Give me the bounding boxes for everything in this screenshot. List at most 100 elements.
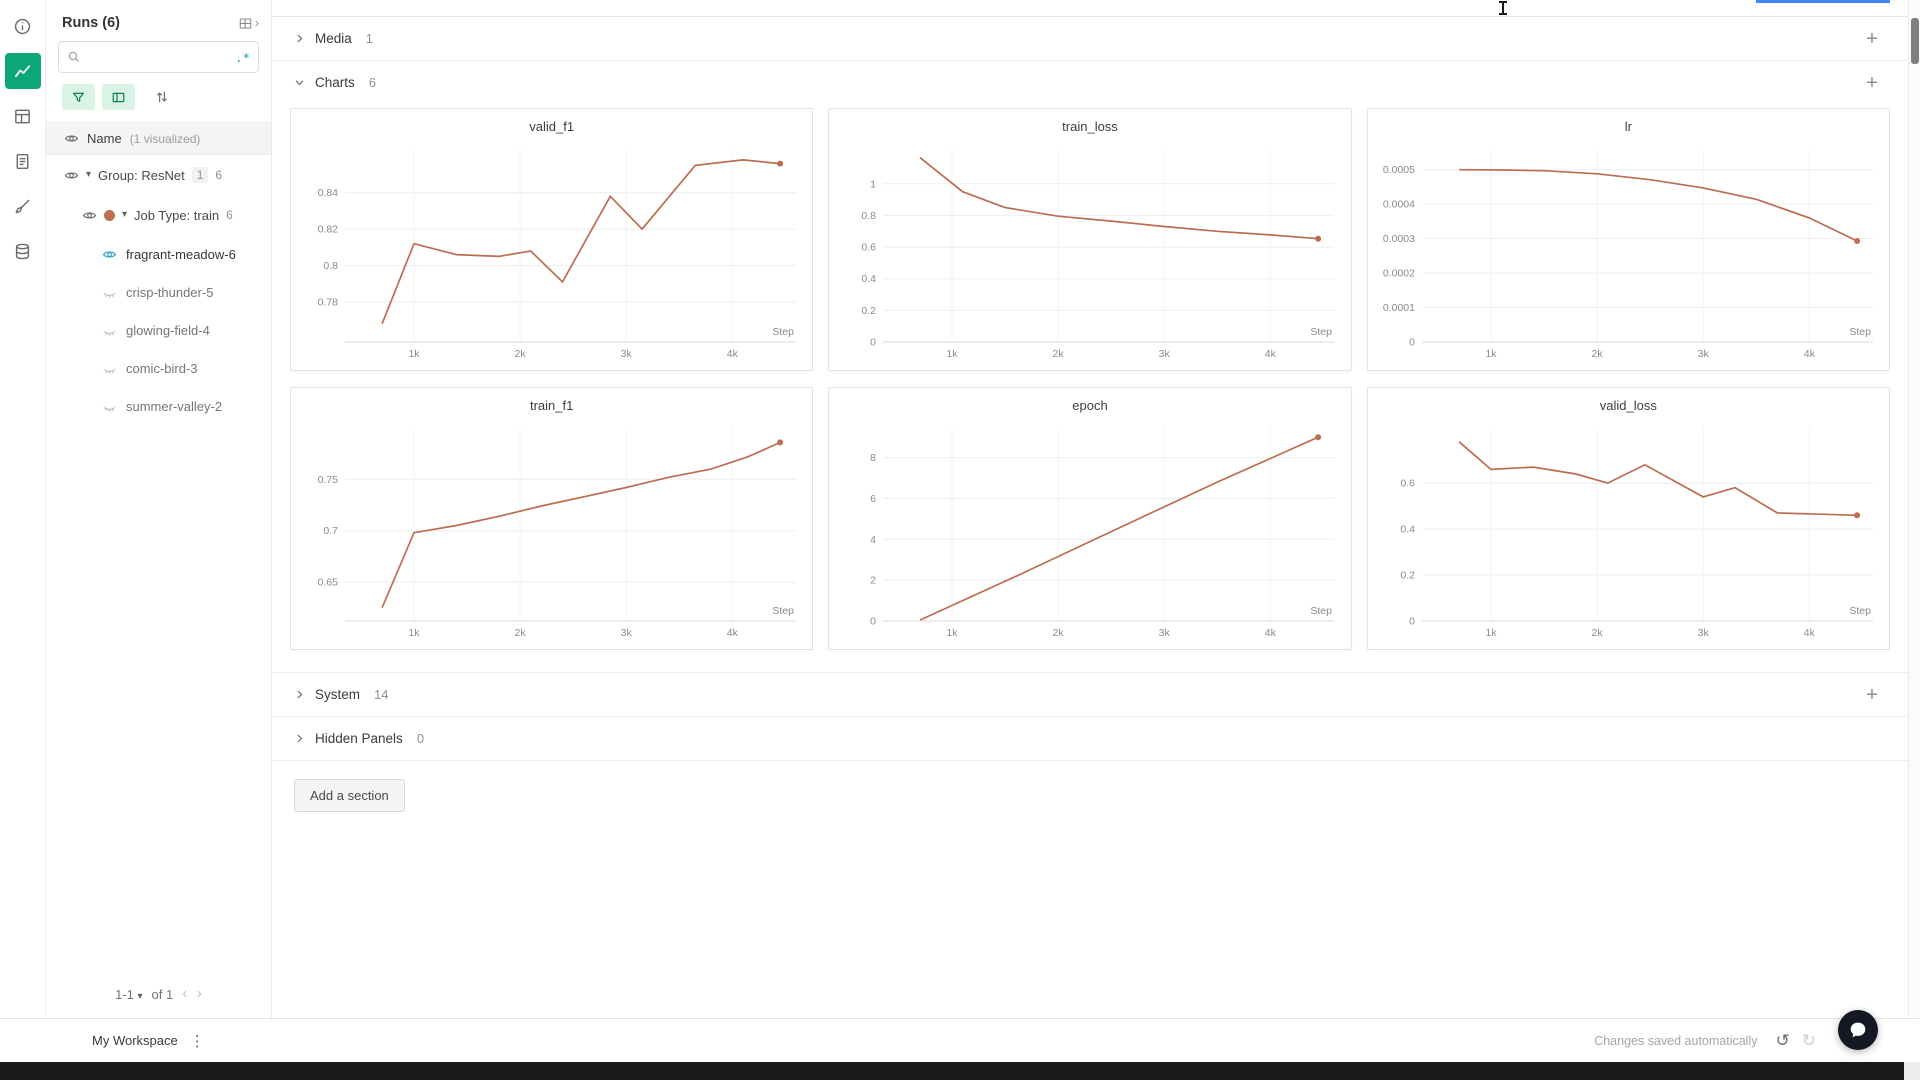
run-row[interactable]: comic-bird-3 [46, 349, 271, 387]
visualized-note: (1 visualized) [129, 131, 201, 146]
chat-widget-button[interactable] [1838, 1010, 1878, 1050]
workspace-title[interactable]: My Workspace [92, 1033, 178, 1048]
overview-icon[interactable] [5, 8, 41, 44]
tables-icon[interactable] [5, 98, 41, 134]
reports-icon[interactable] [5, 143, 41, 179]
run-row[interactable]: glowing-field-4 [46, 311, 271, 349]
chevron-down-icon[interactable]: ▾ [122, 209, 128, 220]
section-count: 6 [368, 75, 376, 90]
chart-panel-epoch[interactable]: epoch 1k 2k 3k 4k 0 2 4 6 8 Step [828, 387, 1352, 650]
svg-text:4k: 4k [1803, 627, 1815, 639]
chevron-down-icon[interactable]: ▾ [86, 169, 92, 180]
run-row[interactable]: fragrant-meadow-6 [46, 235, 271, 273]
section-header-system[interactable]: System 14 + [272, 673, 1908, 716]
chart-panel-lr[interactable]: lr 1k 2k 3k 4k 0 0.0001 0.0002 0.0003 0.0004 0.000… [1366, 108, 1890, 371]
chat-bubble-icon [1850, 1022, 1866, 1038]
run-search-input[interactable] [87, 50, 229, 64]
prev-page-button[interactable]: ‹ [182, 985, 188, 1002]
run-name: comic-bird-3 [126, 360, 198, 376]
top-strip [272, 0, 1908, 17]
run-list-controls [62, 84, 259, 110]
chart-panel-valid_loss[interactable]: valid_loss 1k 2k 3k 4k 0 0.2 0.4 0.6 Step [1366, 387, 1890, 650]
section-header-media[interactable]: Media 1 + [272, 17, 1908, 60]
eye-off-icon[interactable] [102, 323, 117, 338]
regex-toggle[interactable]: .* [234, 49, 250, 65]
svg-text:0: 0 [870, 616, 876, 628]
eye-icon[interactable] [82, 208, 97, 223]
svg-text:Step: Step [772, 326, 794, 338]
svg-text:0.75: 0.75 [318, 474, 339, 486]
section-header-hidden-panels[interactable]: Hidden Panels 0 [272, 717, 1908, 760]
svg-text:Step: Step [1311, 605, 1333, 617]
chart-plot: 1k 2k 3k 4k 0 0.0001 0.0002 0.0003 0.0004 0.0005 S… [1368, 143, 1889, 370]
add-panel-button[interactable]: + [1858, 685, 1886, 705]
panels-area: Media 1 + Charts 6 + valid_f1 1k 2k 3k 4k 0.7… [272, 17, 1908, 1018]
svg-text:1k: 1k [1485, 348, 1497, 360]
svg-text:Step: Step [1849, 605, 1871, 617]
group-row[interactable]: ▾ Group: ResNet 1 6 [46, 155, 271, 195]
svg-text:0.7: 0.7 [323, 525, 338, 537]
svg-text:4k: 4k [727, 348, 739, 360]
run-list: fragrant-meadow-6 crisp-thunder-5 glowing-… [46, 235, 271, 425]
scrollbar-thumb[interactable] [1911, 18, 1919, 64]
chart-plot: 1k 2k 3k 4k 0 0.2 0.4 0.6 Step [1368, 422, 1889, 649]
svg-text:2k: 2k [1053, 348, 1065, 360]
chart-plot: 1k 2k 3k 4k 0.65 0.7 0.75 Step [291, 422, 812, 649]
svg-text:0.4: 0.4 [862, 273, 877, 285]
eye-off-icon[interactable] [102, 285, 117, 300]
chart-title: epoch [1072, 398, 1108, 413]
add-section-button[interactable]: Add a section [294, 779, 405, 812]
autosave-status: Changes saved automatically [1594, 1033, 1758, 1048]
jobtype-row[interactable]: ▾ Job Type: train 6 [46, 195, 271, 235]
workspace-charts-icon[interactable] [4, 53, 41, 89]
undo-button[interactable]: ↺ [1775, 1031, 1790, 1050]
chevron-down-icon [295, 80, 304, 86]
runs-table-expand-button[interactable]: › [238, 16, 259, 31]
filter-runs-button[interactable] [62, 84, 95, 110]
chevron-right-icon: › [255, 16, 259, 30]
chart-panel-train_f1[interactable]: train_f1 1k 2k 3k 4k 0.65 0.7 0.75 Step [290, 387, 814, 650]
run-search[interactable]: .* [58, 41, 259, 73]
svg-text:0: 0 [870, 337, 876, 349]
chevron-right-icon [297, 734, 303, 743]
chart-panel-valid_f1[interactable]: valid_f1 1k 2k 3k 4k 0.78 0.8 0.82 0.84 Step [290, 108, 814, 371]
eye-off-icon[interactable] [102, 399, 117, 414]
sweeps-icon[interactable] [5, 188, 41, 224]
run-list-header[interactable]: Name (1 visualized) [46, 122, 271, 155]
svg-text:Step: Step [772, 605, 794, 617]
svg-text:0.6: 0.6 [1400, 478, 1415, 490]
run-row[interactable]: crisp-thunder-5 [46, 273, 271, 311]
add-panel-button[interactable]: + [1858, 73, 1886, 93]
add-panel-button[interactable]: + [1858, 29, 1886, 49]
jobtype-run-count: 6 [226, 208, 233, 222]
svg-text:1k: 1k [408, 348, 420, 360]
chart-title: train_f1 [529, 398, 574, 413]
next-page-button[interactable]: › [196, 985, 202, 1002]
run-name: crisp-thunder-5 [126, 284, 214, 300]
vertical-scrollbar[interactable] [1908, 0, 1920, 1018]
chart-plot: 1k 2k 3k 4k 0 2 4 6 8 Step [829, 422, 1350, 649]
svg-text:2k: 2k [1591, 348, 1603, 360]
runs-pagination: 1-1 ▾ of 1 ‹ › [46, 986, 271, 1018]
page-range-dropdown[interactable]: 1-1 ▾ [115, 986, 143, 1002]
eye-icon[interactable] [64, 131, 79, 146]
eye-off-icon[interactable] [102, 361, 117, 376]
svg-text:3k: 3k [621, 627, 633, 639]
eye-icon[interactable] [64, 168, 79, 183]
group-runs-button[interactable] [102, 84, 135, 110]
workspace-menu-button[interactable]: ⋮ [189, 1032, 205, 1050]
run-row[interactable]: summer-valley-2 [46, 387, 271, 425]
artifacts-icon[interactable] [5, 233, 41, 269]
chevron-right-icon [297, 34, 303, 43]
chart-title: lr [1624, 119, 1632, 134]
chart-panel-train_loss[interactable]: train_loss 1k 2k 3k 4k 0 0.2 0.4 0.6 0.8 1 Step [828, 108, 1352, 371]
sort-runs-button[interactable] [154, 89, 170, 105]
section-header-charts[interactable]: Charts 6 + [272, 61, 1908, 104]
redo-button[interactable]: ↻ [1801, 1031, 1816, 1050]
icon-rail [0, 0, 46, 1018]
eye-icon[interactable] [102, 247, 117, 262]
section-charts: Charts 6 + valid_f1 1k 2k 3k 4k 0.78 0.8 0.82 0.… [272, 61, 1908, 673]
svg-text:0.8: 0.8 [323, 260, 338, 272]
section-media: Media 1 + [272, 17, 1908, 61]
svg-text:6: 6 [870, 493, 876, 505]
